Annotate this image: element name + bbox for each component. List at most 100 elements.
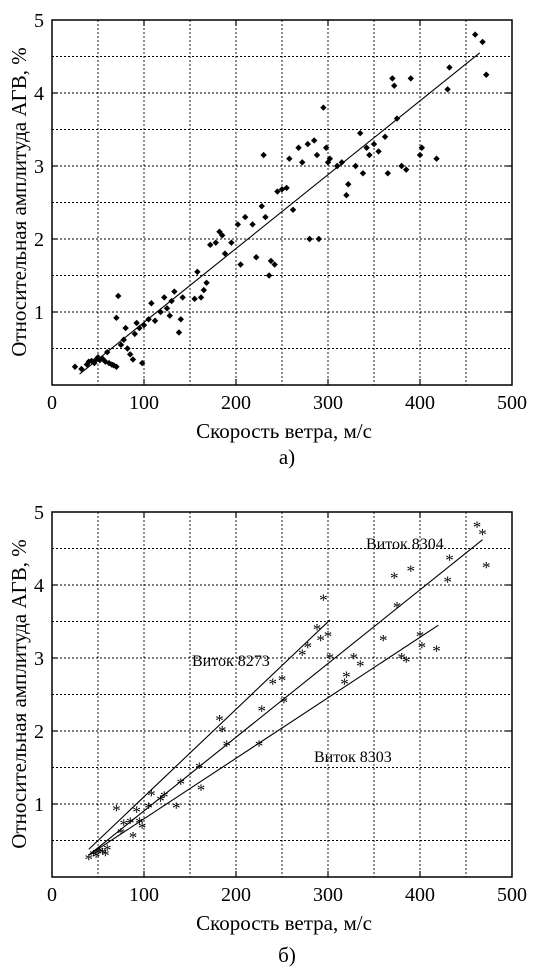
panel-b-data-point: * <box>340 675 349 694</box>
panel-a-data-point <box>104 348 111 356</box>
panel-b-grid <box>52 512 512 877</box>
panel-b-data-point: * <box>278 671 287 690</box>
panel-a-data-point <box>78 365 85 373</box>
panel-a-data-point <box>228 239 235 246</box>
panel-a-data-point <box>313 151 321 159</box>
panel-b-data-point: * <box>223 737 232 756</box>
panel-a-data-point <box>472 31 479 38</box>
panel-a-y-tick-label: 5 <box>34 10 44 32</box>
panel-b-data-point: * <box>120 815 129 834</box>
panel-a-x-tick-label: 0 <box>47 392 57 414</box>
panel-a-x-tick-label: 500 <box>497 392 527 414</box>
panel-a-data-point <box>375 148 382 155</box>
panel-a-data-point <box>384 170 391 177</box>
panel-a-data-point <box>444 86 451 93</box>
panel-a-data-point <box>219 232 226 239</box>
panel-b-data-point: * <box>144 799 153 818</box>
panel-a-data-point <box>352 162 359 170</box>
panel-b-data-point: * <box>445 550 454 569</box>
panel-a-data-point <box>304 140 311 148</box>
panel-b-data-point: * <box>195 759 204 778</box>
panel-b-data-point: * <box>324 627 333 646</box>
panel-a-data-point <box>113 363 120 370</box>
panel-a-data-point <box>136 324 143 332</box>
panel-a-data-point <box>179 294 186 301</box>
panel-b-plot-frame <box>51 511 513 878</box>
panel-a-y-tick-label: 2 <box>34 229 44 251</box>
panel-b-data-point: * <box>101 846 110 865</box>
panel-a-data-point <box>393 115 401 122</box>
panel-a-data-point <box>398 162 405 170</box>
panel-a-data-point <box>249 221 256 228</box>
panel-b-data-point: * <box>269 675 278 694</box>
panel-a-x-axis-label: Скорость ветра, м/с <box>196 419 372 443</box>
panel-a-data-point <box>306 235 313 243</box>
panel-a-data-point <box>322 144 330 151</box>
panel-a-plot-frame <box>51 19 513 386</box>
panel-b-data-point: * <box>85 850 94 869</box>
panel-a-data-point <box>320 104 327 111</box>
panel-a-data-point <box>242 213 249 221</box>
panel-a-data-point <box>133 319 140 327</box>
panel-a-data-point <box>391 82 398 89</box>
panel-b-data-point: * <box>326 649 335 668</box>
panel-a-data-point <box>216 228 223 235</box>
panel-a-data-point <box>286 155 293 162</box>
panel-a-data-point <box>253 254 260 261</box>
panel-a-data-point <box>161 294 168 301</box>
panel-a-data-point <box>168 297 175 305</box>
panel-a-data-point <box>237 261 244 268</box>
panel-a-data-point <box>131 330 138 338</box>
panel-a-data-point <box>129 356 137 363</box>
panel-a-data-point <box>140 321 148 329</box>
panel-a-data-point <box>299 159 306 166</box>
panel-b-data-point: * <box>103 840 112 859</box>
panel-a-label: а) <box>279 445 295 469</box>
panel-a-data-point <box>258 202 265 210</box>
panel-a-data-point <box>262 213 269 221</box>
panel-a-data-point <box>212 239 219 246</box>
panel-a-data-point <box>446 64 453 71</box>
panel-a-data-point <box>345 181 352 188</box>
panel-a-data-point <box>194 268 201 276</box>
panel-a-data-point <box>343 192 350 199</box>
panel-b-data-point: * <box>298 645 307 664</box>
panel-b-data-point: * <box>432 642 441 661</box>
panel-b-x-tick-label: 200 <box>221 884 251 906</box>
panel-a-data-point <box>157 308 164 316</box>
panel-a-data-point <box>381 133 389 140</box>
panel-a-data-point <box>315 235 322 243</box>
panel-b-data-point: * <box>112 801 121 820</box>
panel-b-x-tick-label: 400 <box>405 884 435 906</box>
panel-a-data-point <box>483 71 490 78</box>
panel-a-data-point <box>171 288 178 295</box>
panel-a-fit-line-0 <box>79 52 481 375</box>
panel-a-data-point <box>145 316 152 323</box>
panel-a-data-point <box>163 305 171 312</box>
panel-b-data-point: * <box>350 649 359 668</box>
panel-a-data-point <box>138 359 146 367</box>
panel-b-y-tick-label: 5 <box>34 502 44 524</box>
panel-b-data-point: * <box>218 722 227 741</box>
panel-b-fit-line-1 <box>88 619 331 850</box>
panel-a-x-tick-label: 400 <box>405 392 435 414</box>
panel-b-points: ****************** ********* *** **********… <box>85 518 491 869</box>
panel-b-x-tick-label: 100 <box>129 884 159 906</box>
panel-a-data-point <box>370 140 378 148</box>
panel-a-data-point <box>260 151 267 159</box>
panel-b-data-point: * <box>160 788 169 807</box>
panel-a-data-point <box>271 261 278 268</box>
panel-a-y-tick-label: 4 <box>34 83 44 105</box>
panel-a-data-point <box>357 129 364 137</box>
panel-a-data-point <box>127 351 134 358</box>
panel-b-x-tick-label: 300 <box>313 884 343 906</box>
panel-b-data-point: * <box>177 775 186 794</box>
panel-b-data-point: * <box>342 667 351 686</box>
annotation-vitok-8273: Виток 8273 <box>192 653 270 670</box>
panel-b-data-point: * <box>443 572 452 591</box>
annotation-vitok-8304: Виток 8304 <box>366 536 444 553</box>
panel-a-chart: 0 100 200 300 400 500 1 2 3 4 5 Скорость ветра, м/… <box>7 10 527 469</box>
panel-a-data-point <box>283 184 290 192</box>
panel-a-grid <box>52 20 512 385</box>
panel-a-data-point <box>234 221 242 228</box>
